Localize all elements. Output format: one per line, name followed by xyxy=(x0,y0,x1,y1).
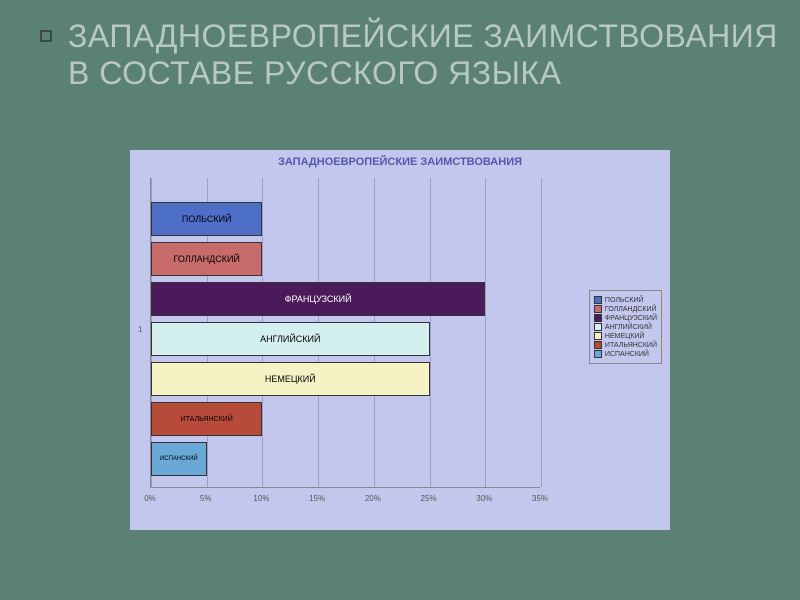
legend-item: АНГЛИЙСКИЙ xyxy=(594,323,657,331)
legend-item: НЕМЕЦКИЙ xyxy=(594,332,657,340)
bar-label: ИТАЛЬЯНСКИЙ xyxy=(181,416,233,423)
plot-area: ПОЛЬСКИЙ ГОЛЛАНДСКИЙ ФРАНЦУЗСКИЙ АНГЛИЙСКИЙ… xyxy=(150,178,540,488)
x-tick: 20% xyxy=(365,494,381,503)
x-tick: 35% xyxy=(532,494,548,503)
gridline xyxy=(485,178,486,487)
bar-голландский: ГОЛЛАНДСКИЙ xyxy=(151,242,262,276)
gridline xyxy=(541,178,542,487)
legend-item: ГОЛЛАНДСКИЙ xyxy=(594,305,657,313)
legend-swatch xyxy=(594,341,602,349)
legend-swatch xyxy=(594,314,602,322)
legend-item: ИСПАНСКИЙ xyxy=(594,350,657,358)
x-tick: 25% xyxy=(421,494,437,503)
bar-английский: АНГЛИЙСКИЙ xyxy=(151,322,430,356)
bar-label: ИСПАНСКИЙ xyxy=(160,456,198,462)
legend-swatch xyxy=(594,323,602,331)
bar-label: НЕМЕЦКИЙ xyxy=(265,374,316,384)
legend-swatch xyxy=(594,350,602,358)
bar-польский: ПОЛЬСКИЙ xyxy=(151,202,262,236)
bar-label: ФРАНЦУЗСКИЙ xyxy=(285,294,352,304)
y-axis-label: 1 xyxy=(138,325,142,334)
legend-label: НЕМЕЦКИЙ xyxy=(605,333,645,340)
legend-swatch xyxy=(594,296,602,304)
x-tick: 15% xyxy=(309,494,325,503)
legend-swatch xyxy=(594,305,602,313)
legend-label: ИСПАНСКИЙ xyxy=(605,351,649,358)
bar-испанский: ИСПАНСКИЙ xyxy=(151,442,207,476)
bar-label: ПОЛЬСКИЙ xyxy=(182,214,232,224)
bar-label: АНГЛИЙСКИЙ xyxy=(260,334,320,344)
bar-label: ГОЛЛАНДСКИЙ xyxy=(174,254,240,264)
slide-title: ЗАПАДНОЕВРОПЕЙСКИЕ ЗАИМСТВОВАНИЯ В СОСТА… xyxy=(68,18,800,92)
legend-label: АНГЛИЙСКИЙ xyxy=(605,324,652,331)
gridline xyxy=(430,178,431,487)
legend-swatch xyxy=(594,332,602,340)
x-tick: 10% xyxy=(253,494,269,503)
legend-label: ИТАЛЬЯНСКИЙ xyxy=(605,342,657,349)
chart-container: ЗАПАДНОЕВРОПЕЙСКИЕ ЗАИМСТВОВАНИЯ ПОЛЬСКИ… xyxy=(130,150,670,530)
legend-item: ИТАЛЬЯНСКИЙ xyxy=(594,341,657,349)
title-bullet xyxy=(40,30,52,42)
x-tick: 5% xyxy=(200,494,212,503)
x-tick: 30% xyxy=(476,494,492,503)
bar-немецкий: НЕМЕЦКИЙ xyxy=(151,362,430,396)
legend: ПОЛЬСКИЙ ГОЛЛАНДСКИЙ ФРАНЦУЗСКИЙ АНГЛИЙСКИЙ… xyxy=(589,290,662,364)
x-axis: 0%5%10%15%20%25%30%35% xyxy=(150,492,540,512)
chart-title: ЗАПАДНОЕВРОПЕЙСКИЕ ЗАИМСТВОВАНИЯ xyxy=(130,150,670,172)
legend-label: ГОЛЛАНДСКИЙ xyxy=(605,306,657,313)
bar-итальянский: ИТАЛЬЯНСКИЙ xyxy=(151,402,262,436)
bar-французский: ФРАНЦУЗСКИЙ xyxy=(151,282,485,316)
legend-item: ПОЛЬСКИЙ xyxy=(594,296,657,304)
legend-label: ФРАНЦУЗСКИЙ xyxy=(605,315,657,322)
x-tick: 0% xyxy=(144,494,156,503)
legend-label: ПОЛЬСКИЙ xyxy=(605,297,644,304)
legend-item: ФРАНЦУЗСКИЙ xyxy=(594,314,657,322)
